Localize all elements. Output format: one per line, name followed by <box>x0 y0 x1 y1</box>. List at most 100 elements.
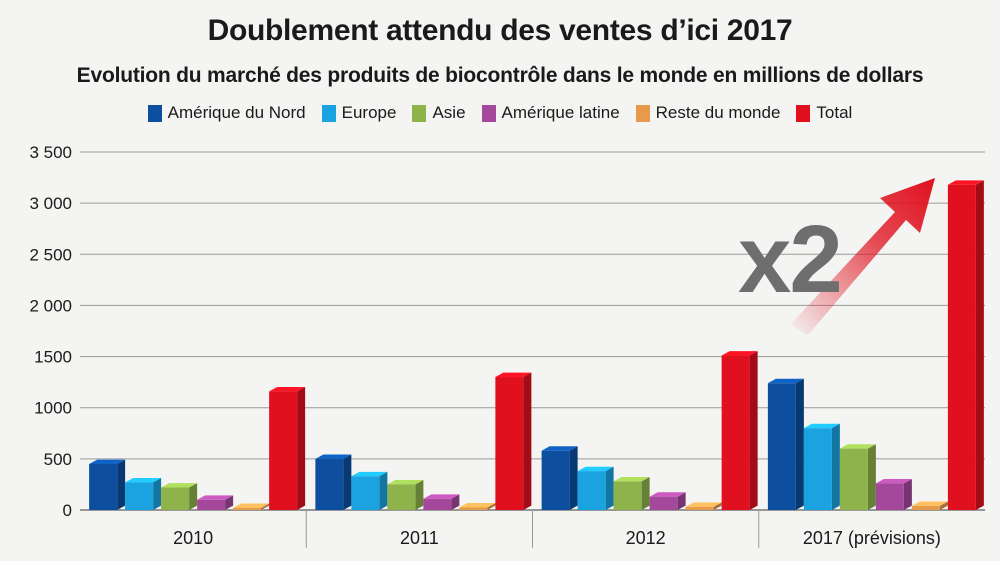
bar-top <box>387 480 424 485</box>
bar-side <box>343 454 352 510</box>
bar-side <box>831 423 840 510</box>
legend-item: Reste du monde <box>635 103 780 123</box>
legend-item: Asie <box>412 103 466 123</box>
bar-side <box>189 483 198 510</box>
bar-side <box>451 494 460 510</box>
growth-arrow <box>790 178 935 335</box>
bar <box>613 476 650 510</box>
bar-top <box>233 503 270 508</box>
bar-top <box>351 471 388 477</box>
legend-item: Europe <box>321 103 397 123</box>
bar-front <box>947 184 976 510</box>
bar-front <box>459 507 488 510</box>
x-tick-label: 2012 <box>626 528 666 548</box>
bar-side <box>379 471 388 510</box>
bar-top <box>577 466 614 472</box>
bar-top <box>161 483 198 488</box>
y-tick-label: 3 000 <box>29 194 72 213</box>
legend-swatch <box>412 104 427 122</box>
legend-label: Europe <box>341 103 397 122</box>
bar-front <box>875 483 904 510</box>
y-tick-label: 3 500 <box>29 143 72 162</box>
x-tick-label: 2011 <box>400 528 439 548</box>
legend-swatch <box>321 104 336 122</box>
bar-side <box>867 444 876 510</box>
bar-top <box>315 454 352 459</box>
bar-top <box>459 503 496 508</box>
x-tick-label: 2017 (prévisions) <box>803 528 941 548</box>
legend-label: Amérique latine <box>501 103 620 122</box>
bar-top <box>685 502 722 507</box>
bar-front <box>839 448 868 510</box>
bar-top <box>947 180 984 185</box>
bar <box>541 446 578 510</box>
bar-side <box>297 386 306 510</box>
bar-top <box>721 351 758 356</box>
bar <box>269 386 306 510</box>
y-tick-label: 0 <box>63 501 72 520</box>
bar-front <box>161 487 190 510</box>
bar <box>351 471 388 510</box>
bar <box>649 492 686 510</box>
bar <box>161 483 198 510</box>
bar-side <box>487 503 496 510</box>
bar-side <box>153 477 162 510</box>
bar-top <box>911 501 948 506</box>
legend-item: Amérique du Nord <box>147 103 306 123</box>
bar-front <box>197 499 226 510</box>
bar <box>459 503 496 510</box>
bar-side <box>415 480 424 510</box>
legend-label: Amérique du Nord <box>167 103 306 122</box>
bar-top <box>197 495 234 500</box>
y-tick-label: 500 <box>44 450 72 469</box>
bar-side <box>225 495 234 510</box>
bar-top <box>613 476 650 482</box>
bar-side <box>795 378 804 510</box>
bar-top <box>839 444 876 449</box>
bar-front <box>89 463 118 510</box>
legend-label: Asie <box>432 103 466 122</box>
bar-front <box>495 377 524 510</box>
bar-top <box>495 372 532 378</box>
bar <box>423 494 460 510</box>
bar <box>721 351 758 510</box>
bar <box>125 477 162 510</box>
bar <box>947 180 984 511</box>
y-tick-label: 2 000 <box>29 296 72 315</box>
bar-front <box>315 458 344 510</box>
bar-side <box>975 180 984 511</box>
bar-side <box>713 502 722 510</box>
chart-legend: Amérique du Nord Europe Asie Amérique latin… <box>0 103 1000 123</box>
legend-swatch <box>481 104 496 122</box>
bar-front <box>613 481 642 510</box>
bar-front <box>767 383 796 510</box>
x-tick-label: 2010 <box>173 528 213 548</box>
bar-top <box>269 386 306 392</box>
bar <box>387 480 424 510</box>
bar-side <box>641 476 650 510</box>
bar <box>685 502 722 510</box>
bar-front <box>721 355 750 510</box>
bar <box>875 479 912 510</box>
legend-item: Amérique latine <box>481 103 620 123</box>
bar-front <box>125 482 154 510</box>
bar-top <box>649 492 686 497</box>
bar-front <box>351 476 380 510</box>
bar-side <box>677 492 686 510</box>
y-tick-label: 1000 <box>34 399 72 418</box>
bar-front <box>387 484 416 510</box>
bar <box>197 495 234 510</box>
bar <box>89 459 126 510</box>
bar-side <box>117 459 126 510</box>
bar-side <box>605 466 614 510</box>
bar-side <box>749 351 758 510</box>
legend-swatch <box>635 104 650 122</box>
annotation-x2: x2 <box>738 206 841 313</box>
bar <box>577 466 614 510</box>
bar-top <box>423 494 460 499</box>
legend-swatch <box>147 104 162 122</box>
y-tick-label: 1500 <box>34 348 72 367</box>
bar-side <box>523 372 532 510</box>
bar-top <box>89 459 126 464</box>
